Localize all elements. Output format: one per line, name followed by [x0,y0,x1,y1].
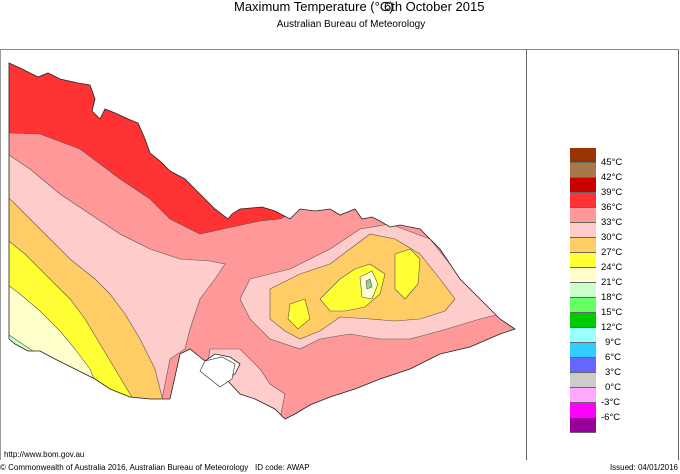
legend-swatch [570,328,596,343]
chart-subtitle: Australian Bureau of Meteorology [276,19,426,30]
temperature-map [8,62,516,420]
legend-swatch [570,163,596,178]
legend-label: 9°C [605,337,621,348]
legend-label: 27°C [601,247,623,258]
legend-label: 18°C [601,292,623,303]
frame-left-edge [0,49,1,460]
legend-swatch [570,268,596,283]
legend-label: 42°C [601,172,623,183]
legend-label: 6°C [605,352,621,363]
legend-swatch [570,358,596,373]
legend-swatch [570,208,596,223]
legend-swatch [570,373,596,388]
source-url: http://www.bom.gov.au [4,450,85,459]
chart-title-row: Maximum Temperature (°C) 6th October 201… [0,0,680,19]
legend-swatch [570,343,596,358]
copyright-notice: © Commonwealth of Australia 2016, Austra… [0,463,249,472]
legend-label: 24°C [601,262,623,273]
legend-swatch [570,313,596,328]
legend-swatch [570,148,596,163]
id-code: ID code: AWAP [255,463,310,472]
chart-date: 6th October 2015 [384,0,485,14]
legend-label: 3°C [605,367,621,378]
legend-label: -3°C [601,397,621,408]
legend-swatch [570,298,596,313]
issued-date: Issued: 04/01/2016 [609,463,678,472]
legend-label: 30°C [601,232,623,243]
legend-swatch [570,178,596,193]
legend-swatch [570,388,596,403]
legend-swatch [570,238,596,253]
legend-swatch [570,223,596,238]
legend-label: 21°C [601,277,623,288]
legend-swatch [570,253,596,268]
legend-swatch [570,418,596,433]
legend-label: 0°C [605,382,621,393]
chart-title: Maximum Temperature (°C) [234,0,394,14]
legend-label: 39°C [601,187,623,198]
legend-label: 45°C [601,157,623,168]
legend-label: 36°C [601,202,623,213]
legend-label: 33°C [601,217,623,228]
legend-divider [526,49,527,460]
map-frame [0,49,679,460]
legend-label: 12°C [601,322,623,333]
legend-swatch [570,193,596,208]
legend-swatch [570,283,596,298]
legend-label: 15°C [601,307,623,318]
legend-swatch [570,403,596,418]
legend-label: -6°C [601,412,621,423]
